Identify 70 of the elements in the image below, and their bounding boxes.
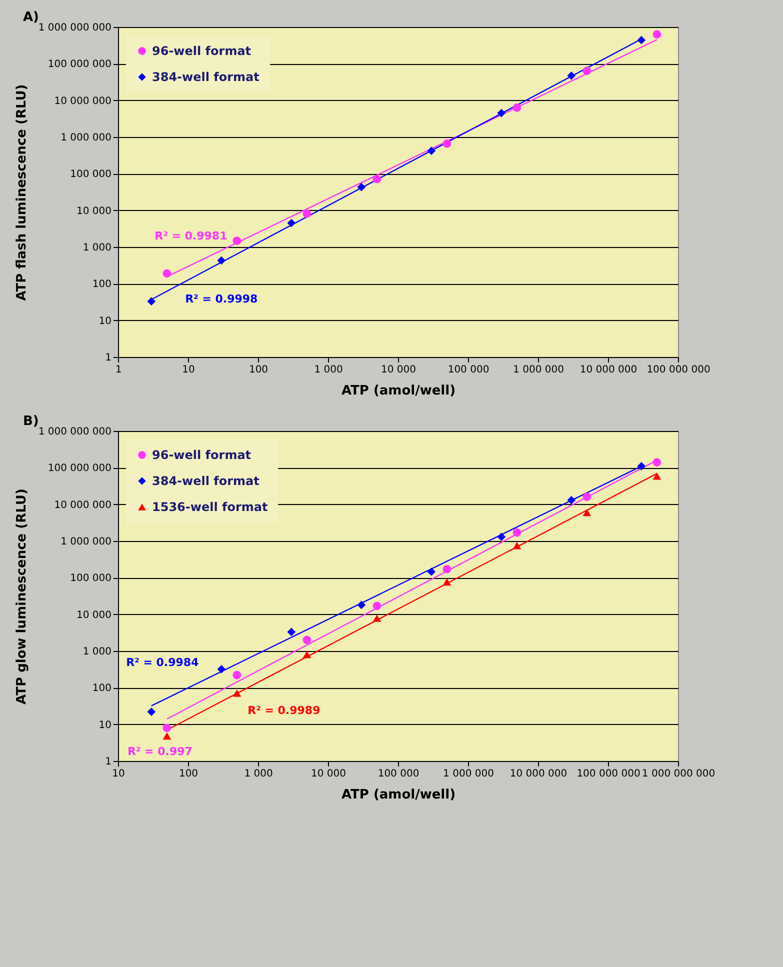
x-tick-label: 1 000 bbox=[314, 364, 343, 376]
y-tick-label: 100 bbox=[92, 683, 112, 694]
x-tick-label: 100 000 000 bbox=[646, 364, 710, 376]
point bbox=[652, 458, 662, 466]
y-tick-label: 10 000 bbox=[76, 610, 112, 621]
y-tick-label: 1 000 000 bbox=[60, 536, 112, 548]
point bbox=[232, 670, 242, 680]
y-tick-label: 10 000 000 bbox=[54, 500, 112, 511]
x-tick-label: 10 000 bbox=[311, 768, 346, 780]
legend-label: 96-well format bbox=[152, 448, 252, 462]
point bbox=[652, 472, 662, 480]
point bbox=[372, 614, 382, 622]
y-tick-label: 1 000 bbox=[82, 242, 112, 254]
annotation: R² = 0.997 bbox=[127, 744, 192, 758]
legend-label: 384-well format bbox=[152, 474, 260, 488]
y-tick-label: 100 000 000 bbox=[48, 59, 112, 70]
x-tick-label: 100 bbox=[178, 768, 198, 780]
annotation: R² = 0.9998 bbox=[185, 292, 258, 306]
y-tick-label: 10 000 bbox=[76, 206, 112, 217]
annotation: R² = 0.9981 bbox=[154, 230, 228, 243]
point bbox=[232, 690, 242, 697]
x-tick-label: 1 bbox=[115, 364, 122, 376]
x-tick-label: 100 000 bbox=[378, 768, 420, 780]
point bbox=[442, 578, 452, 586]
x-tick-label: 10 bbox=[182, 364, 195, 376]
annotation: R² = 0.9989 bbox=[248, 704, 320, 718]
y-tick-label: 1 000 000 000 bbox=[38, 22, 112, 34]
point bbox=[512, 528, 522, 537]
x-tick-label: 100 bbox=[248, 364, 268, 376]
x-tick-label: 1 000 000 000 bbox=[642, 768, 716, 780]
legend-label: 1536-well format bbox=[152, 500, 268, 514]
y-tick-label: 1 000 000 000 bbox=[38, 426, 112, 438]
y-axis-title: ATP glow luminescence (RLU) bbox=[14, 488, 30, 704]
y-tick-label: 100 000 bbox=[70, 169, 112, 180]
y-tick-label: 100 000 bbox=[70, 573, 112, 584]
y-tick-label: 10 bbox=[98, 316, 112, 327]
point bbox=[372, 602, 382, 610]
y-tick-label: 10 bbox=[98, 720, 112, 731]
legend-label: 384-well format bbox=[152, 70, 260, 84]
y-tick-label: 1 000 bbox=[82, 646, 112, 658]
point bbox=[162, 732, 172, 740]
x-tick-label: 1 000 000 bbox=[513, 364, 564, 376]
point bbox=[442, 565, 452, 574]
y-tick-label: 1 bbox=[105, 756, 112, 768]
y-tick-label: 10 000 000 bbox=[54, 96, 112, 107]
point bbox=[162, 724, 172, 732]
point bbox=[582, 508, 592, 516]
x-tick-label: 1 000 000 bbox=[443, 768, 494, 780]
y-tick-label: 1 000 000 bbox=[60, 132, 112, 144]
x-tick-label: 1 000 bbox=[244, 768, 273, 780]
x-tick-label: 10 bbox=[112, 768, 125, 780]
y-tick-label: 100 000 000 bbox=[48, 463, 112, 474]
x-tick-label: 100 000 000 bbox=[576, 768, 640, 780]
annotation: R² = 0.9984 bbox=[126, 656, 200, 669]
x-tick-label: 10 000 000 bbox=[580, 364, 638, 376]
chart-title: B) bbox=[23, 414, 39, 429]
y-tick-label: 1 bbox=[105, 352, 112, 364]
point bbox=[512, 542, 522, 550]
chart-title: A) bbox=[23, 10, 40, 25]
legend-label: 96-well format bbox=[152, 44, 252, 58]
point bbox=[302, 636, 312, 644]
x-axis-title: ATP (amol/well) bbox=[341, 384, 456, 398]
x-tick-label: 10 000 000 bbox=[510, 768, 568, 780]
y-tick-label: 100 bbox=[92, 279, 112, 290]
point bbox=[302, 650, 312, 658]
x-axis-title: ATP (amol/well) bbox=[341, 788, 456, 802]
x-tick-label: 100 000 bbox=[448, 364, 490, 376]
y-axis-title: ATP flash luminescence (RLU) bbox=[14, 84, 30, 301]
x-tick-label: 10 000 bbox=[381, 364, 416, 376]
point bbox=[582, 492, 592, 502]
